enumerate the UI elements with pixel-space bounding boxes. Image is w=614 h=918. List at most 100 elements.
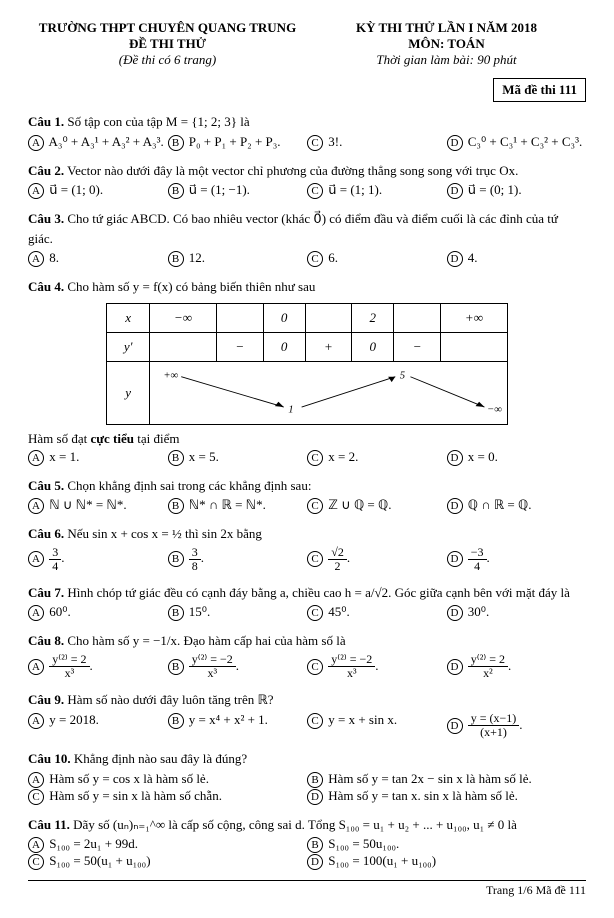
option-circle-icon: A — [28, 659, 44, 675]
option-circle-icon: C — [28, 789, 44, 805]
option-text: 34. — [49, 550, 64, 565]
svg-text:5: 5 — [400, 369, 406, 381]
question-1: Câu 1. Số tập con của tập M = {1; 2; 3} … — [28, 112, 586, 132]
option-d[interactable]: D ℚ ∩ ℝ = ℚ. — [447, 497, 587, 514]
option-a[interactable]: A 8. — [28, 250, 168, 267]
option-circle-icon: A — [28, 183, 44, 199]
option-b[interactable]: B S₁₀₀ = 50u₁₀₀. — [307, 836, 586, 853]
question-text: Chọn khẳng định sai trong các khẳng định… — [67, 478, 311, 493]
question-text: Hàm số nào dưới đây luôn tăng trên ℝ? — [67, 692, 273, 707]
option-circle-icon: D — [447, 551, 463, 567]
option-text: Hàm số y = tan 2x − sin x là hàm số lẻ. — [328, 771, 532, 786]
option-a[interactable]: A Hàm số y = cos x là hàm số lẻ. — [28, 771, 307, 788]
options-row: A y = 2018.B y = x⁴ + x² + 1.C y = x + s… — [28, 712, 586, 739]
pages-note: (Đề thi có 6 trang) — [28, 52, 307, 68]
option-b[interactable]: B y⁽²⁾ = −2x³. — [168, 653, 308, 680]
options-row: A Hàm số y = cos x là hàm số lẻ.B Hàm số… — [28, 771, 586, 805]
option-c[interactable]: C 3!. — [307, 134, 447, 151]
option-a[interactable]: A 34. — [28, 546, 168, 573]
option-text: u⃗ = (1; −1). — [189, 182, 250, 197]
option-d[interactable]: D C₃⁰ + C₃¹ + C₃² + C₃³. — [447, 134, 587, 151]
header-left: TRƯỜNG THPT CHUYÊN QUANG TRUNG ĐỀ THI TH… — [28, 20, 307, 102]
option-text: −34. — [468, 550, 490, 565]
option-circle-icon: D — [447, 450, 463, 466]
option-circle-icon: C — [307, 605, 323, 621]
option-circle-icon: C — [307, 551, 323, 567]
option-b[interactable]: B u⃗ = (1; −1). — [168, 182, 308, 199]
option-circle-icon: C — [307, 659, 323, 675]
option-text: y = (x−1)(x+1). — [468, 717, 523, 732]
option-c[interactable]: C y = x + sin x. — [307, 712, 447, 739]
options-row: A 8.B 12.C 6.D 4. — [28, 250, 586, 267]
option-c[interactable]: C 45⁰. — [307, 604, 447, 621]
option-text: x = 2. — [328, 449, 358, 464]
option-circle-icon: D — [447, 135, 463, 151]
option-d[interactable]: D u⃗ = (0; 1). — [447, 182, 587, 199]
option-a[interactable]: A A₃⁰ + A₃¹ + A₃² + A₃³. — [28, 134, 168, 151]
option-a[interactable]: A 60⁰. — [28, 604, 168, 621]
page-footer: Trang 1/6 Mã đề 111 — [28, 880, 586, 898]
option-d[interactable]: D S₁₀₀ = 100(u₁ + u₁₀₀) — [307, 853, 586, 870]
option-c[interactable]: C 6. — [307, 250, 447, 267]
option-text: C₃⁰ + C₃¹ + C₃² + C₃³. — [468, 134, 582, 149]
option-b[interactable]: B x = 5. — [168, 449, 308, 466]
option-circle-icon: B — [168, 450, 184, 466]
option-circle-icon: B — [168, 498, 184, 514]
option-b[interactable]: B P₀ + P₁ + P₂ + P₃. — [168, 134, 308, 151]
option-circle-icon: B — [168, 251, 184, 267]
question-label: Câu 5. — [28, 478, 64, 493]
option-text: ℤ ∪ ℚ = ℚ. — [328, 497, 391, 512]
option-a[interactable]: A u⃗ = (1; 0). — [28, 182, 168, 199]
option-circle-icon: B — [307, 772, 323, 788]
option-b[interactable]: B Hàm số y = tan 2x − sin x là hàm số lẻ… — [307, 771, 586, 788]
option-b[interactable]: B 12. — [168, 250, 308, 267]
option-d[interactable]: D −34. — [447, 546, 587, 573]
option-c[interactable]: C ℤ ∪ ℚ = ℚ. — [307, 497, 447, 514]
option-text: Hàm số y = tan x. sin x là hàm số lẻ. — [328, 788, 518, 803]
question-9: Câu 9. Hàm số nào dưới đây luôn tăng trê… — [28, 690, 586, 710]
option-circle-icon: C — [307, 450, 323, 466]
option-circle-icon: A — [28, 135, 44, 151]
option-b[interactable]: B 15⁰. — [168, 604, 308, 621]
exam-label: ĐỀ THI THỬ — [28, 36, 307, 52]
option-text: x = 1. — [49, 449, 79, 464]
option-d[interactable]: D x = 0. — [447, 449, 587, 466]
option-b[interactable]: B y = x⁴ + x² + 1. — [168, 712, 308, 739]
option-text: 6. — [328, 250, 338, 265]
option-d[interactable]: D 30⁰. — [447, 604, 587, 621]
option-text: y = x + sin x. — [328, 712, 397, 727]
option-circle-icon: C — [307, 251, 323, 267]
option-c[interactable]: C S₁₀₀ = 50(u₁ + u₁₀₀) — [28, 853, 307, 870]
option-text: ℕ ∪ ℕ* = ℕ*. — [49, 497, 126, 512]
options-row: A y⁽²⁾ = 2x³.B y⁽²⁾ = −2x³.C y⁽²⁾ = −2x³… — [28, 653, 586, 680]
variation-arrows: +∞51−∞ — [150, 363, 507, 419]
option-d[interactable]: D y = (x−1)(x+1). — [447, 712, 587, 739]
option-a[interactable]: A y = 2018. — [28, 712, 168, 739]
option-a[interactable]: A ℕ ∪ ℕ* = ℕ*. — [28, 497, 168, 514]
question-label: Câu 7. — [28, 585, 64, 600]
exam-code: Mã đề thi 111 — [493, 78, 586, 102]
option-d[interactable]: D Hàm số y = tan x. sin x là hàm số lẻ. — [307, 788, 586, 805]
option-b[interactable]: B 38. — [168, 546, 308, 573]
option-text: y⁽²⁾ = 2x³. — [49, 658, 93, 673]
option-c[interactable]: C u⃗ = (1; 1). — [307, 182, 447, 199]
option-d[interactable]: D y⁽²⁾ = 2x². — [447, 653, 587, 680]
option-a[interactable]: A y⁽²⁾ = 2x³. — [28, 653, 168, 680]
option-text: S₁₀₀ = 100(u₁ + u₁₀₀) — [328, 853, 436, 868]
option-b[interactable]: B ℕ* ∩ ℝ = ℕ*. — [168, 497, 308, 514]
option-a[interactable]: A S₁₀₀ = 2u₁ + 99d. — [28, 836, 307, 853]
option-circle-icon: D — [447, 498, 463, 514]
option-c[interactable]: C y⁽²⁾ = −2x³. — [307, 653, 447, 680]
option-d[interactable]: D 4. — [447, 250, 587, 267]
option-c[interactable]: C Hàm số y = sin x là hàm số chẵn. — [28, 788, 307, 805]
options-row: A S₁₀₀ = 2u₁ + 99d.B S₁₀₀ = 50u₁₀₀.C S₁₀… — [28, 836, 586, 870]
variation-table: x−∞02+∞y'−0+0−y+∞51−∞ — [106, 303, 508, 425]
svg-text:−∞: −∞ — [487, 403, 502, 415]
option-c[interactable]: C x = 2. — [307, 449, 447, 466]
option-text: y⁽²⁾ = −2x³. — [189, 658, 239, 673]
option-circle-icon: B — [168, 183, 184, 199]
option-a[interactable]: A x = 1. — [28, 449, 168, 466]
option-c[interactable]: C √22. — [307, 546, 447, 573]
svg-text:1: 1 — [288, 403, 293, 415]
question-8: Câu 8. Cho hàm số y = −1/x. Đạo hàm cấp … — [28, 631, 586, 651]
